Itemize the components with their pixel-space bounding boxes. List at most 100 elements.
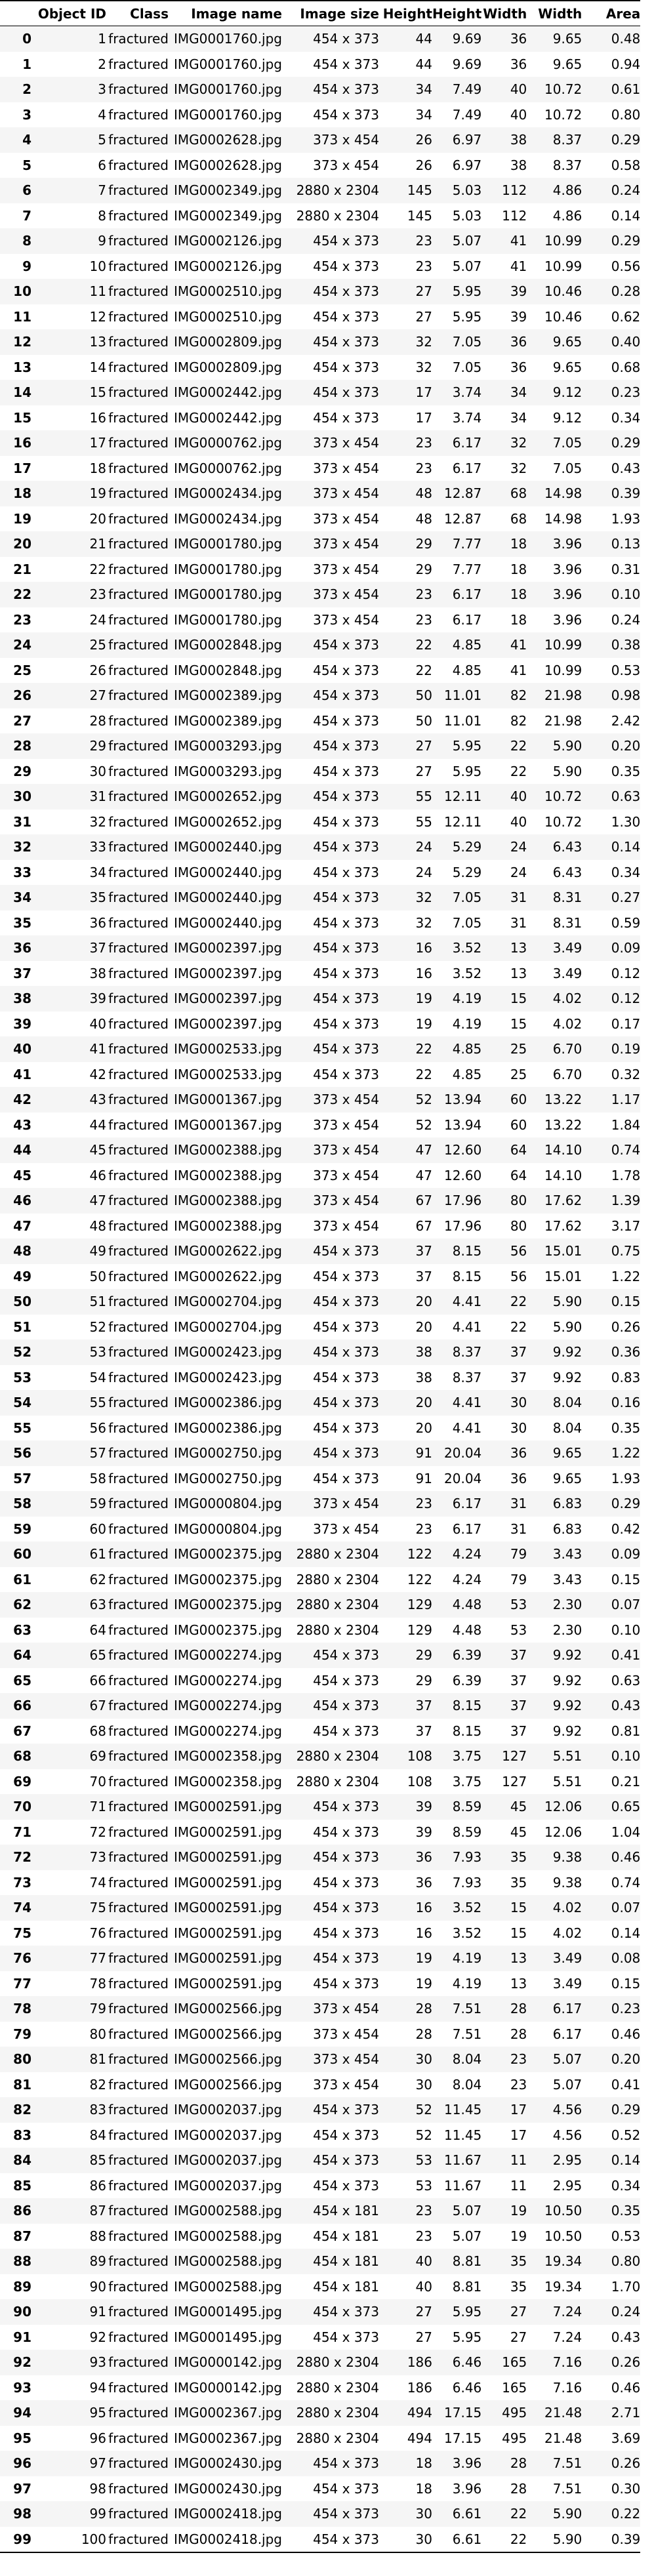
height-px-cell: 18 [379, 2451, 432, 2476]
class-cell: fractured [108, 1824, 169, 1840]
image-name-cell: IMG0002430.jpg [173, 2480, 282, 2497]
height-pct-cell: 17.15 [432, 2400, 482, 2426]
width-pct-cell: 6.70 [552, 1066, 582, 1082]
height-px-cell: 52 [415, 1116, 432, 1133]
height-px-cell: 23 [379, 1491, 432, 1517]
width-pct-cell: 21.98 [544, 712, 582, 729]
area-cell: 0.58 [611, 157, 641, 173]
height-px-cell: 23 [379, 582, 432, 607]
image-size-cell: 454 x 373 [282, 77, 379, 102]
width-px-cell: 22 [510, 1319, 527, 1335]
area-cell: 1.93 [611, 1470, 641, 1486]
image-size-cell: 454 x 373 [282, 1946, 379, 1971]
width-pct-cell: 3.43 [552, 1571, 582, 1587]
height-pct-cell: 4.19 [432, 1946, 482, 1971]
height-px-cell: 20 [379, 1289, 432, 1315]
width-px-cell: 60 [510, 1116, 527, 1133]
area-cell: 0.38 [582, 632, 641, 658]
image-size-cell: 373 x 454 [282, 1087, 379, 1113]
height-pct-cell: 8.04 [452, 2076, 482, 2093]
object-id-cell: 39 [31, 986, 106, 1012]
width-px-cell: 37 [510, 1369, 527, 1385]
image-name-cell: IMG0002434.jpg [173, 510, 282, 527]
height-pct-cell: 11.45 [444, 2127, 482, 2143]
area-cell: 0.29 [582, 430, 641, 456]
width-pct-cell: 4.56 [552, 2127, 582, 2143]
height-px-cell: 30 [379, 2526, 432, 2553]
class-cell: fractured [106, 935, 169, 961]
width-pct-cell: 5.90 [552, 1319, 582, 1335]
width-pct-cell: 10.99 [544, 662, 582, 678]
width-pct-cell: 12.06 [527, 1794, 582, 1820]
image-size-cell: 454 x 373 [282, 380, 379, 405]
object-id-cell: 83 [31, 2097, 106, 2123]
table-row: 4 5 fractured IMG0002628.jpg 373 x 454 26 6.97… [0, 127, 641, 153]
object-id-cell: 47 [31, 1188, 106, 1214]
image-size-cell: 373 x 454 [313, 2026, 379, 2042]
table-row: 27 28 fractured IMG0002389.jpg 454 x 373 50 11… [0, 708, 640, 734]
area-cell: 0.29 [582, 2097, 641, 2123]
row-index: 2 [0, 77, 31, 102]
width-px-cell: 22 [510, 763, 527, 779]
image-name-cell: IMG0002375.jpg [173, 1622, 282, 1638]
class-cell: fractured [106, 2299, 169, 2325]
area-cell: 0.10 [582, 582, 641, 607]
area-cell: 0.14 [611, 1925, 641, 1941]
height-px-cell: 67 [415, 1217, 432, 1234]
table-row: 82 83 fractured IMG0002037.jpg 454 x 373 52 11… [0, 2097, 641, 2123]
table-row: 92 93 fractured IMG0000142.jpg 2880 x 2304 18… [0, 2350, 641, 2375]
image-name-cell: IMG0002397.jpg [173, 965, 282, 981]
height-pct-cell: 12.11 [444, 813, 482, 830]
height-px-cell: 38 [415, 1369, 432, 1385]
width-px-cell: 18 [510, 561, 527, 577]
width-px-cell: 28 [481, 2451, 527, 2476]
object-id-cell: 3 [31, 77, 106, 102]
width-px-cell: 36 [481, 1441, 527, 1466]
width-pct-cell: 5.51 [527, 1744, 582, 1769]
width-px-cell: 31 [510, 914, 527, 931]
row-index: 5 [22, 157, 31, 173]
width-px-cell: 23 [510, 2076, 527, 2093]
area-cell: 0.20 [582, 2047, 641, 2072]
width-pct-cell: 8.31 [527, 885, 582, 910]
width-pct-cell: 9.65 [527, 1441, 582, 1466]
height-px-cell: 44 [379, 26, 432, 52]
image-name-cell: IMG0002388.jpg [169, 1188, 282, 1214]
table-row: 12 13 fractured IMG0002809.jpg 454 x 373 32 7.… [0, 329, 641, 355]
width-pct-cell: 6.43 [552, 864, 582, 880]
image-size-cell: 373 x 454 [313, 510, 379, 527]
object-id-cell: 59 [31, 1491, 106, 1517]
area-cell: 0.09 [582, 935, 641, 961]
height-pct-cell: 4.48 [452, 1622, 482, 1638]
object-id-cell: 1 [31, 26, 106, 52]
height-px-cell: 108 [379, 1744, 432, 1769]
width-pct-cell: 14.98 [527, 481, 582, 506]
row-index: 91 [13, 2329, 31, 2345]
class-cell: fractured [106, 986, 169, 1012]
height-px-cell: 23 [379, 2198, 432, 2224]
area-cell: 0.40 [582, 329, 641, 355]
row-index: 25 [13, 662, 31, 678]
area-cell: 1.93 [611, 510, 641, 527]
area-cell: 2.71 [582, 2400, 641, 2426]
table-row: 31 32 fractured IMG0002652.jpg 454 x 373 55 12… [0, 809, 640, 835]
class-cell: fractured [108, 662, 169, 678]
image-name-cell: IMG0003293.jpg [169, 733, 282, 759]
image-size-cell: 454 x 373 [282, 2526, 379, 2553]
height-pct-cell: 8.59 [452, 1824, 482, 1840]
row-index: 98 [0, 2501, 31, 2527]
width-pct-cell: 9.92 [527, 1643, 582, 1668]
table-row: 21 22 fractured IMG0001780.jpg 373 x 454 29 7.… [0, 557, 640, 583]
object-id-cell: 35 [31, 885, 106, 910]
width-pct-cell: 13.22 [544, 1116, 582, 1133]
class-cell: fractured [108, 1672, 169, 1688]
area-cell: 0.15 [611, 1571, 641, 1587]
class-cell: fractured [106, 1441, 169, 1466]
class-cell: fractured [108, 561, 169, 577]
table-row: 71 72 fractured IMG0002591.jpg 454 x 373 39 8.… [0, 1820, 640, 1845]
height-px-cell: 47 [415, 1167, 432, 1183]
height-px-cell: 19 [415, 1015, 432, 1032]
object-id-cell: 29 [31, 733, 106, 759]
class-cell: fractured [108, 1723, 169, 1739]
area-cell: 0.42 [611, 1521, 641, 1537]
